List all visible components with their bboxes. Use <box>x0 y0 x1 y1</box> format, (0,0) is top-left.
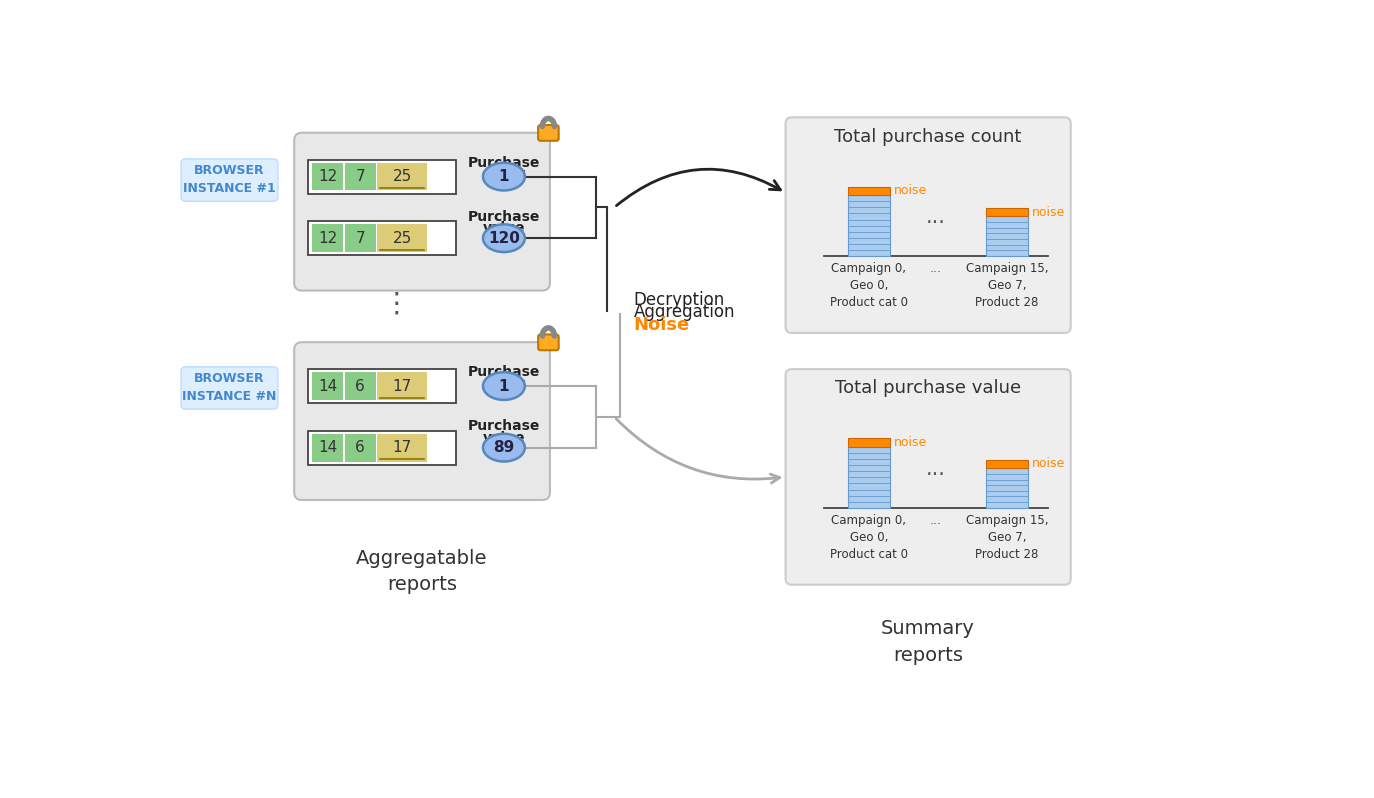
FancyBboxPatch shape <box>786 369 1070 585</box>
Text: 12: 12 <box>317 169 337 184</box>
Text: 12: 12 <box>317 231 337 246</box>
Ellipse shape <box>484 163 525 191</box>
FancyBboxPatch shape <box>345 372 375 400</box>
Text: ...: ... <box>926 207 945 227</box>
Text: value: value <box>482 221 525 235</box>
FancyBboxPatch shape <box>312 434 344 461</box>
FancyBboxPatch shape <box>181 367 278 409</box>
FancyBboxPatch shape <box>308 369 456 403</box>
Text: ⋮: ⋮ <box>382 290 411 318</box>
Text: 1: 1 <box>499 169 510 184</box>
Text: Noise: Noise <box>633 316 690 334</box>
Text: 14: 14 <box>317 440 337 455</box>
Text: Campaign 15,
Geo 7,
Product 28: Campaign 15, Geo 7, Product 28 <box>966 514 1048 561</box>
Bar <box>848 196 890 256</box>
Text: Summary
reports: Summary reports <box>881 619 976 665</box>
FancyBboxPatch shape <box>539 334 559 350</box>
Text: Total purchase count: Total purchase count <box>834 128 1022 145</box>
Text: 120: 120 <box>488 231 519 246</box>
Text: Campaign 15,
Geo 7,
Product 28: Campaign 15, Geo 7, Product 28 <box>966 262 1048 309</box>
Ellipse shape <box>484 224 525 252</box>
Text: 14: 14 <box>317 378 337 393</box>
Bar <box>848 438 890 447</box>
Text: Aggregatable
reports: Aggregatable reports <box>356 548 488 594</box>
Bar <box>985 207 1028 216</box>
Text: 25: 25 <box>393 169 412 184</box>
FancyBboxPatch shape <box>786 117 1070 333</box>
Text: 7: 7 <box>356 169 365 184</box>
FancyBboxPatch shape <box>312 163 344 191</box>
FancyBboxPatch shape <box>308 431 456 464</box>
Text: Purchase: Purchase <box>467 156 540 170</box>
FancyBboxPatch shape <box>345 163 375 191</box>
FancyBboxPatch shape <box>345 224 375 252</box>
Text: 17: 17 <box>393 378 412 393</box>
FancyBboxPatch shape <box>345 434 375 461</box>
Text: noise: noise <box>894 437 927 449</box>
Text: value: value <box>482 431 525 444</box>
Text: ...: ... <box>930 262 943 275</box>
Bar <box>985 468 1028 508</box>
Text: ...: ... <box>930 514 943 527</box>
Text: BROWSER
INSTANCE #1: BROWSER INSTANCE #1 <box>183 164 275 196</box>
Bar <box>848 187 890 196</box>
FancyBboxPatch shape <box>376 372 427 400</box>
Text: Campaign 0,
Geo 0,
Product cat 0: Campaign 0, Geo 0, Product cat 0 <box>830 514 908 561</box>
Text: Decryption: Decryption <box>633 290 725 309</box>
Text: 6: 6 <box>356 440 365 455</box>
FancyBboxPatch shape <box>294 342 550 500</box>
Text: 7: 7 <box>356 231 365 246</box>
FancyBboxPatch shape <box>312 224 344 252</box>
Text: 1: 1 <box>499 378 510 393</box>
Text: noise: noise <box>1032 206 1065 219</box>
Text: 25: 25 <box>393 231 412 246</box>
Text: Purchase: Purchase <box>467 365 540 379</box>
Text: noise: noise <box>894 184 927 197</box>
Text: 6: 6 <box>356 378 365 393</box>
Text: Aggregation: Aggregation <box>633 303 735 321</box>
Text: count: count <box>482 377 526 391</box>
FancyBboxPatch shape <box>308 160 456 194</box>
FancyBboxPatch shape <box>539 125 559 140</box>
Text: noise: noise <box>1032 457 1065 470</box>
Bar <box>848 447 890 508</box>
Text: 89: 89 <box>493 440 514 455</box>
Text: Total purchase value: Total purchase value <box>835 379 1021 397</box>
Text: count: count <box>482 168 526 181</box>
Bar <box>985 216 1028 256</box>
Text: Purchase: Purchase <box>467 419 540 433</box>
FancyBboxPatch shape <box>376 434 427 461</box>
Ellipse shape <box>484 372 525 400</box>
Text: BROWSER
INSTANCE #N: BROWSER INSTANCE #N <box>181 372 276 403</box>
FancyBboxPatch shape <box>308 221 456 255</box>
Text: ...: ... <box>926 459 945 480</box>
FancyBboxPatch shape <box>312 372 344 400</box>
Text: Campaign 0,
Geo 0,
Product cat 0: Campaign 0, Geo 0, Product cat 0 <box>830 262 908 309</box>
Ellipse shape <box>484 434 525 461</box>
FancyBboxPatch shape <box>181 159 278 201</box>
Text: Purchase: Purchase <box>467 210 540 223</box>
FancyBboxPatch shape <box>376 224 427 252</box>
FancyBboxPatch shape <box>376 163 427 191</box>
Bar <box>985 460 1028 468</box>
Text: 17: 17 <box>393 440 412 455</box>
FancyBboxPatch shape <box>294 132 550 290</box>
